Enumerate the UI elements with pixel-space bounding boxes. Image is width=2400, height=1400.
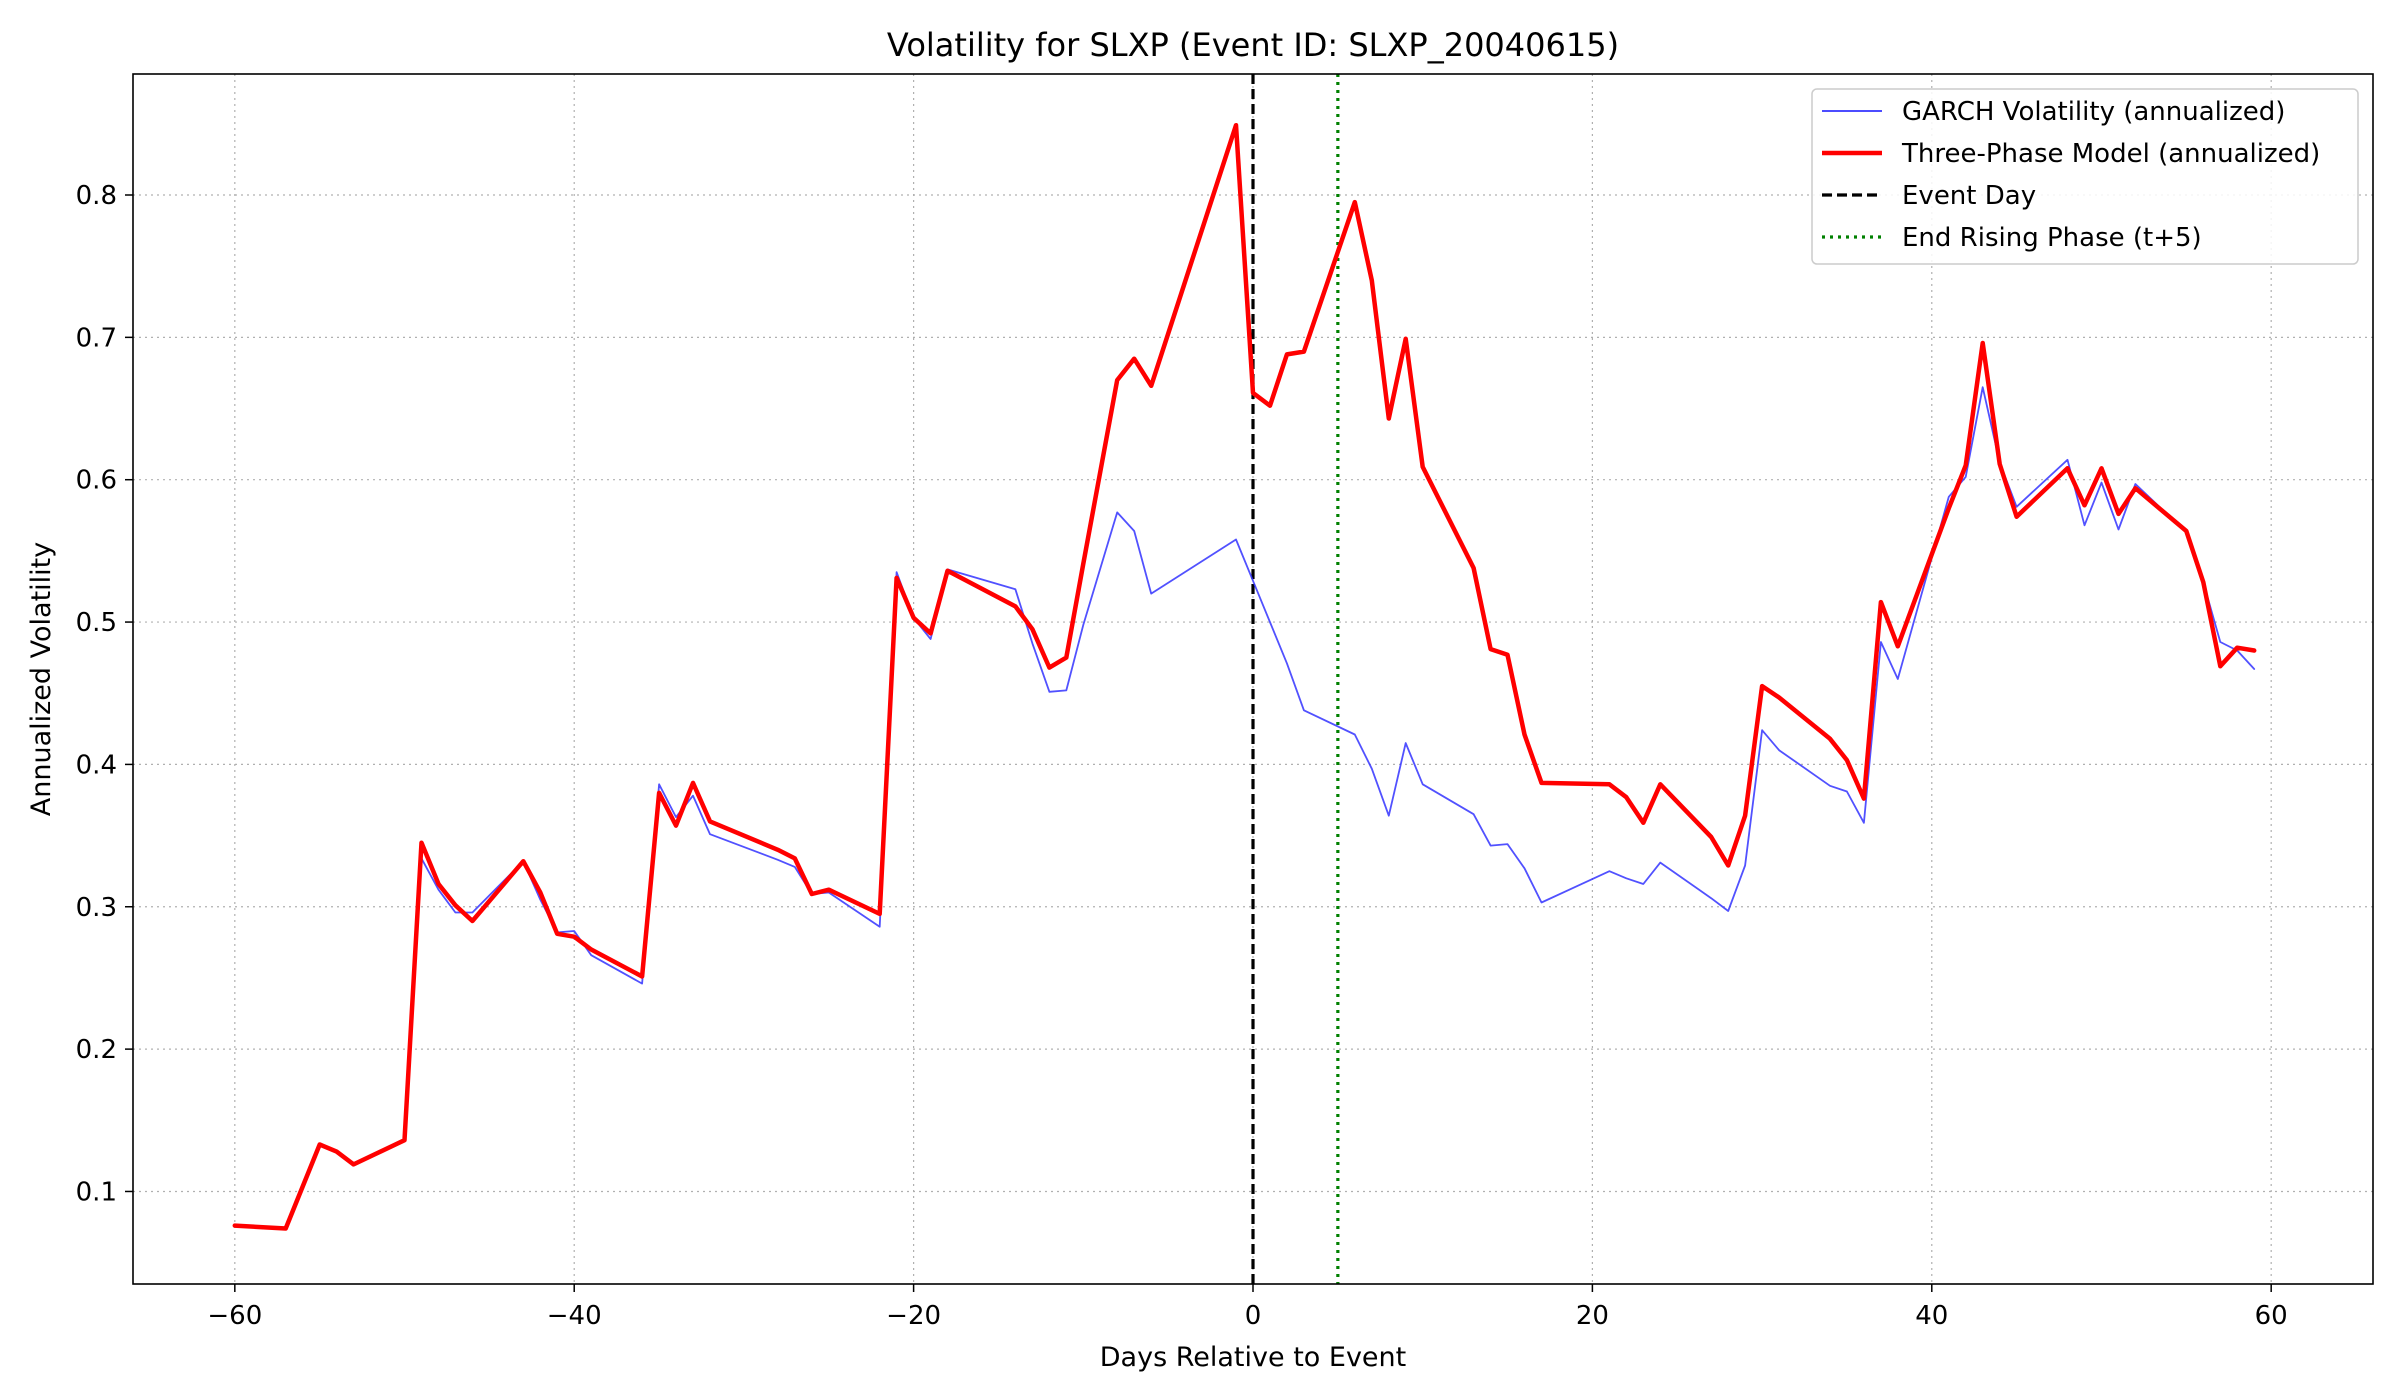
reference-lines <box>1251 74 1340 1284</box>
legend-end-rising-phase-label: End Rising Phase (t+5) <box>1902 223 2202 253</box>
chart-title: Volatility for SLXP (Event ID: SLXP_2004… <box>887 26 1619 64</box>
legend-event-day: Event Day <box>1822 181 2036 211</box>
x-tick-label: −60 <box>207 1301 262 1331</box>
data-series <box>232 122 2257 1231</box>
x-tick-label: 0 <box>1245 1301 1262 1331</box>
x-tick-label: −40 <box>547 1301 602 1331</box>
x-tick-label: 60 <box>2255 1301 2288 1331</box>
y-axis-label: Annualized Volatility <box>26 542 57 816</box>
legend-event-day-label: Event Day <box>1902 181 2036 211</box>
x-tick-label: 20 <box>1576 1301 1609 1331</box>
legend-three-phase-label: Three-Phase Model (annualized) <box>1901 139 2320 169</box>
x-axis-label: Days Relative to Event <box>1100 1342 1406 1373</box>
legend-end-rising-phase: End Rising Phase (t+5) <box>1822 223 2202 253</box>
legend-box <box>1811 88 2359 265</box>
legend-three-phase: Three-Phase Model (annualized) <box>1822 139 2320 169</box>
x-axis-ticks: −60 −40 −20 0 20 40 60 <box>207 1284 2288 1331</box>
legend-garch-label: GARCH Volatility (annualized) <box>1902 97 2285 127</box>
y-tick-label: 0.1 <box>76 1177 117 1207</box>
y-tick-label: 0.5 <box>76 608 117 638</box>
y-tick-label: 0.3 <box>76 893 117 923</box>
y-tick-label: 0.6 <box>76 466 117 496</box>
y-tick-label: 0.2 <box>76 1035 117 1065</box>
x-tick-label: 40 <box>1915 1301 1948 1331</box>
three-phase-model-line <box>232 122 2257 1231</box>
garch-volatility-line <box>233 386 2256 1230</box>
x-tick-label: −20 <box>886 1301 941 1331</box>
y-tick-label: 0.4 <box>76 750 117 780</box>
y-axis-ticks: 0.1 0.2 0.3 0.4 0.5 0.6 0.7 0.8 <box>76 181 133 1207</box>
legend: GARCH Volatility (annualized) Three-Phase… <box>1811 88 2359 265</box>
y-tick-label: 0.7 <box>76 323 117 353</box>
y-tick-label: 0.8 <box>76 181 117 211</box>
legend-garch: GARCH Volatility (annualized) <box>1822 97 2285 127</box>
